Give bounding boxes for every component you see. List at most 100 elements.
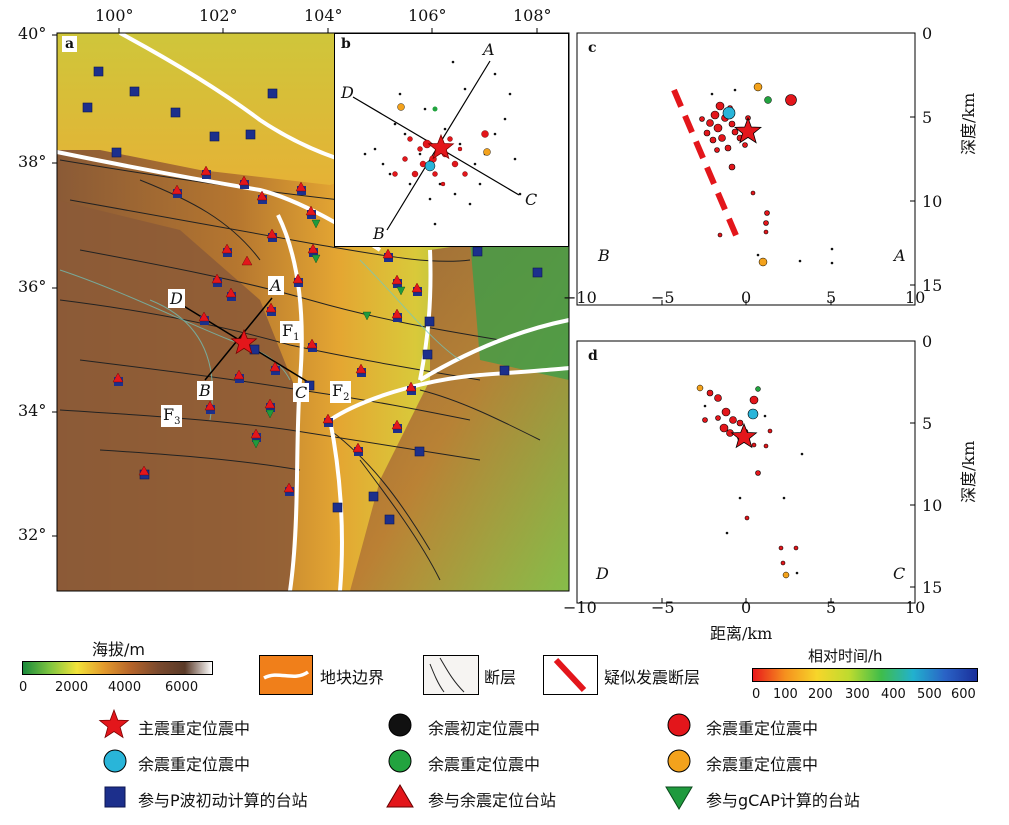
block-boundary-key [259,655,313,695]
fault-label-F1: F1 [280,321,302,344]
legend-station-gcap-label: 参与gCAP计算的台站 [706,791,860,810]
panel-c-svg [576,32,916,306]
panel-d-xtick-4: 10 [905,598,926,617]
legend-aftershock-orange-dot [667,749,691,773]
plateau-region [57,200,300,591]
panel-d-right-end: C [893,564,906,583]
fault-label-F2-sub: 2 [343,392,350,404]
panel-c: c B A −10 −5 0 5 10 0 5 10 15 深度/km [563,20,1009,310]
panel-c-xtick-4: 10 [905,288,926,307]
elevation-colorbar [22,661,213,675]
lat-tick-34: 34° [18,401,47,420]
panel-d-depth-15: 15 [922,578,943,597]
time-tick-200: 200 [808,687,833,702]
elevation-tick-0: 0 [19,680,28,695]
legend-aftershock-initial-label: 余震初定位震中 [428,719,541,738]
time-tick-600: 600 [951,687,976,702]
fault-label-F1-sub: 1 [293,332,300,344]
suspected-fault-key [543,655,598,695]
fault-label-F3-sub: 3 [174,416,181,428]
time-tick-300: 300 [845,687,870,702]
panel-d-xtick-2: 0 [741,598,752,617]
panel-c-depth-5: 5 [922,108,933,127]
inset-profile-label-A: A [483,40,495,59]
legend-aftershock-green-label: 余震重定位震中 [428,755,541,774]
panel-d-svg [576,340,916,604]
legend-aftershock-red-dot [667,713,691,737]
inset-b-svg [352,60,522,231]
fault-label-F1-letter: F [282,321,294,340]
panel-c-left-end: B [598,246,610,265]
panel-c-depth-0: 0 [922,24,933,43]
suspected-fault-label: 疑似发震断层 [604,668,701,687]
panel-c-quakes [699,82,834,267]
fault-label: 断层 [484,668,517,687]
panel-d-left-end: D [596,564,609,583]
panel-d-x-axis-label: 距离/km [710,624,773,643]
legend-aftershock-green-dot [388,749,412,773]
panel-c-xtick-1: −5 [651,288,675,307]
lon-tick-102: 102° [199,6,238,25]
panel-d: d D C −10 −5 0 5 10 距离/km 0 5 10 15 深度/k… [563,328,1009,648]
panel-d-depth-axis-label: 深度/km [959,440,978,503]
panel-d-label: d [588,348,598,364]
map-profile-label-A: A [268,276,284,295]
inset-profile-label-C: C [525,190,538,209]
block-boundary-label: 地块边界 [320,668,385,687]
legend-aftershock-cyan-label: 余震重定位震中 [138,755,251,774]
panel-d-depth-0: 0 [922,332,933,351]
inset-profile-label-D: D [341,83,354,102]
panel-d-depth-10: 10 [922,496,943,515]
fault-label-F2-letter: F [332,381,344,400]
legend-station-green-triangle [665,786,693,810]
panel-d-quakes [696,384,804,579]
map-profile-label-C: C [293,383,310,402]
mainshock-star-map [230,328,258,355]
inset-quake-dots [363,60,522,226]
legend-station-blue-square [104,786,126,808]
panel-c-xtick-3: 5 [826,288,837,307]
fault-label-F3: F3 [161,405,183,428]
mainshock-star-d [730,422,758,449]
elevation-bar-title: 海拔/m [92,640,145,659]
mainshock-star-inset [427,133,455,160]
legend-station-relocation-label: 参与余震定位台站 [428,791,557,810]
legend-aftershock-cyan-dot [103,749,127,773]
legend-aftershock-initial-dot [388,713,412,737]
lon-tick-104: 104° [304,6,343,25]
legend-mainshock-star [98,709,130,739]
panel-d-xtick-3: 5 [826,598,837,617]
panel-d-xtick-0: −10 [563,598,597,617]
lat-tick-32: 32° [18,525,47,544]
fault-label-F3-letter: F [163,405,175,424]
lon-tick-100: 100° [95,6,134,25]
lat-tick-38: 38° [18,152,47,171]
legend-mainshock-label: 主震重定位震中 [138,719,251,738]
time-tick-400: 400 [881,687,906,702]
panel-c-depth-axis-label: 深度/km [959,92,978,155]
lon-tick-108: 108° [513,6,552,25]
panel-d-depth-5: 5 [922,414,933,433]
inset-profile-label-B: B [373,224,385,243]
legend-station-p-wave-label: 参与P波初动计算的台站 [138,791,308,810]
map-profile-label-B: B [197,381,213,400]
elevation-tick-4000: 4000 [108,680,142,695]
panel-c-depth-15: 15 [922,276,943,295]
fault-key-lines [429,657,465,693]
lat-tick-36: 36° [18,277,47,296]
map-a-ticks [52,28,538,537]
fault-key [423,655,479,695]
mainshock-star-c [734,116,762,144]
legend-station-red-triangle [386,784,414,808]
lon-tick-106: 106° [408,6,447,25]
panel-c-right-end: A [894,246,906,265]
station-relocation-markers [112,165,423,496]
time-tick-500: 500 [917,687,942,702]
time-tick-100: 100 [773,687,798,702]
time-bar-title: 相对时间/h [808,647,883,665]
legend-aftershock-red-label: 余震重定位震中 [706,719,819,738]
panel-c-xtick-0: −10 [563,288,597,307]
time-colorbar [752,668,978,682]
map-a-frame [56,32,570,592]
panel-c-depth-10: 10 [922,192,943,211]
